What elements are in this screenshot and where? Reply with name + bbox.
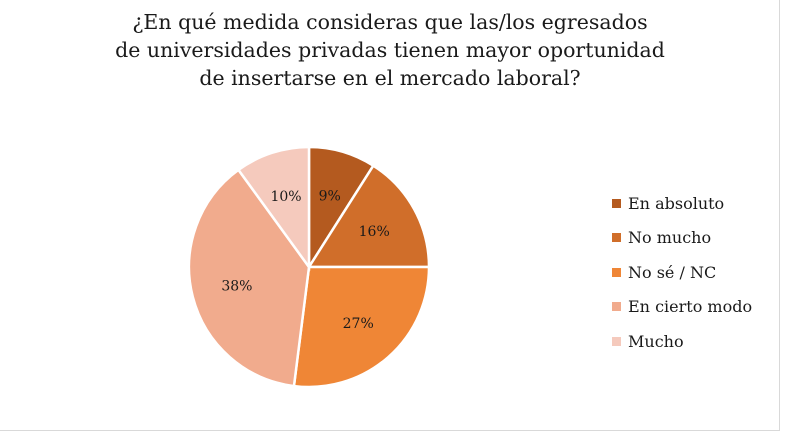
legend-item-1: No mucho [612,221,752,256]
data-label-1: 16% [359,224,390,240]
legend-label: En cierto modo [628,297,753,317]
data-label-0: 9% [319,189,341,205]
pie-slice-1 [306,163,431,269]
legend-label: No mucho [628,228,712,248]
legend-item-2: No sé / NC [612,255,752,290]
legend-swatch [612,302,621,312]
legend-swatch [612,267,621,277]
legend-swatch [612,233,621,243]
pie-slice-4 [236,145,311,271]
legend-label: No sé / NC [628,262,717,282]
legend-label: Mucho [628,331,684,351]
legend-swatch [612,198,621,208]
chart-legend: En absoluto No mucho No sé / NC En cierto m… [612,186,752,359]
data-label-2: 27% [343,316,374,332]
legend-item-4: Mucho [612,324,752,359]
chart-title-line-2: de universidades privadas tienen mayor o… [115,38,665,62]
chart-title: ¿En qué medida consideras que las/los eg… [60,8,720,92]
chart-title-line-3: de insertarse en el mercado laboral? [199,66,581,90]
legend-item-0: En absoluto [612,186,752,221]
legend-label: En absoluto [628,193,725,213]
pie-slice-3 [187,168,311,388]
legend-swatch [612,336,621,346]
legend-item-3: En cierto modo [612,290,752,325]
chart-title-line-1: ¿En qué medida consideras que las/los eg… [132,10,648,34]
data-label-4: 10% [270,189,301,205]
pie-slice-2 [292,265,431,389]
data-label-3: 38% [221,279,252,295]
